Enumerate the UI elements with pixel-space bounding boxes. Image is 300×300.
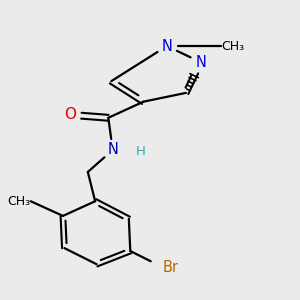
Text: N: N: [195, 55, 206, 70]
Text: H: H: [136, 145, 146, 158]
Text: Br: Br: [163, 260, 178, 274]
Text: N: N: [161, 38, 172, 53]
Text: O: O: [64, 107, 76, 122]
Text: N: N: [107, 142, 118, 158]
Text: CH₃: CH₃: [8, 195, 31, 208]
Text: CH₃: CH₃: [221, 40, 244, 52]
